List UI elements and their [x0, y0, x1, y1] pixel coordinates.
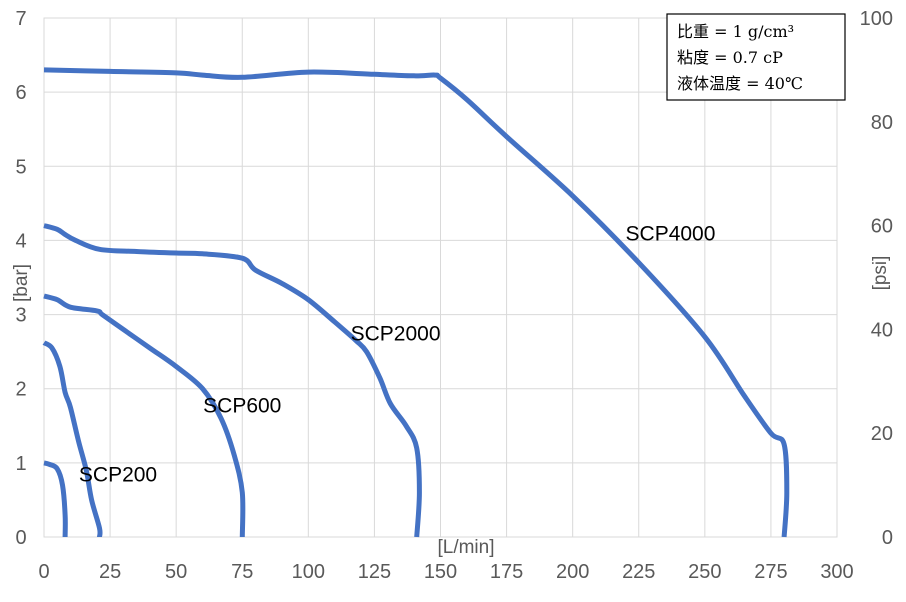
series-label-scp2000: SCP2000: [351, 323, 441, 346]
right-y-tick-label: 100: [860, 8, 893, 30]
left-y-tick-labels: 0 1 2 3 4 5 6 7: [15, 8, 26, 549]
x-tick-label: 0: [38, 561, 49, 583]
x-tick-label: 250: [688, 561, 721, 583]
series-label-scp200: SCP200: [79, 463, 157, 486]
x-tick-label: 25: [99, 561, 121, 583]
left-y-axis-title: [bar]: [11, 264, 32, 302]
series-labels: SCP200 SCP600 SCP2000 SCP4000: [79, 222, 716, 486]
x-tick-label: 50: [165, 561, 187, 583]
curve-scp600: [42, 340, 103, 538]
right-y-axis-title: [psi]: [870, 256, 891, 291]
series-curves: [42, 67, 790, 538]
annotation-temperature: 液体温度 = 40℃: [677, 74, 803, 93]
right-y-tick-label: 40: [871, 319, 893, 341]
left-y-tick-label: 3: [15, 305, 26, 327]
annotation-viscosity: 粘度 = 0.7 cP: [677, 48, 783, 67]
curve-scp4000: [43, 223, 422, 538]
x-axis-title: [L/min]: [437, 537, 494, 558]
left-y-tick-label: 7: [15, 8, 26, 30]
x-tick-label: 200: [556, 561, 589, 583]
right-y-tick-label: 20: [871, 423, 893, 445]
annotation-frame: [666, 13, 846, 101]
x-tick-label: 150: [424, 561, 457, 583]
curve-scp2000: [43, 293, 246, 538]
gridlines: [43, 17, 838, 538]
left-y-tick-label: 4: [15, 230, 26, 252]
right-y-tick-label: 80: [871, 112, 893, 134]
x-tick-label: 100: [292, 561, 325, 583]
x-tick-label: 175: [490, 561, 523, 583]
right-y-tick-labels: 0 20 40 60 80 100: [860, 8, 893, 549]
x-tick-label: 75: [231, 561, 253, 583]
x-tick-labels: 0 25 50 75 100 125 150 175 200 225 250 275 300: [38, 561, 853, 583]
left-y-tick-label: 1: [15, 453, 26, 475]
left-y-tick-label: 5: [15, 156, 26, 178]
curve-scp200: [43, 460, 68, 538]
plot-frame: [43, 17, 838, 538]
annotation-box: 比重 = 1 g/cm³ 粘度 = 0.7 cP 液体温度 = 40℃: [666, 13, 846, 101]
x-tick-label: 125: [358, 561, 391, 583]
right-y-tick-label: 0: [882, 527, 893, 549]
x-tick-label: 300: [820, 561, 853, 583]
series-label-scp4000: SCP4000: [626, 222, 716, 245]
right-y-tick-label: 60: [871, 216, 893, 238]
x-tick-label: 225: [622, 561, 655, 583]
series-label-scp600: SCP600: [203, 394, 281, 417]
left-y-tick-label: 2: [15, 379, 26, 401]
left-y-tick-label: 6: [15, 82, 26, 104]
annotation-specific-gravity: 比重 = 1 g/cm³: [677, 22, 794, 41]
curve-top-unlabeled: [43, 67, 790, 538]
x-tick-label: 275: [754, 561, 787, 583]
left-y-tick-label: 0: [15, 527, 26, 549]
